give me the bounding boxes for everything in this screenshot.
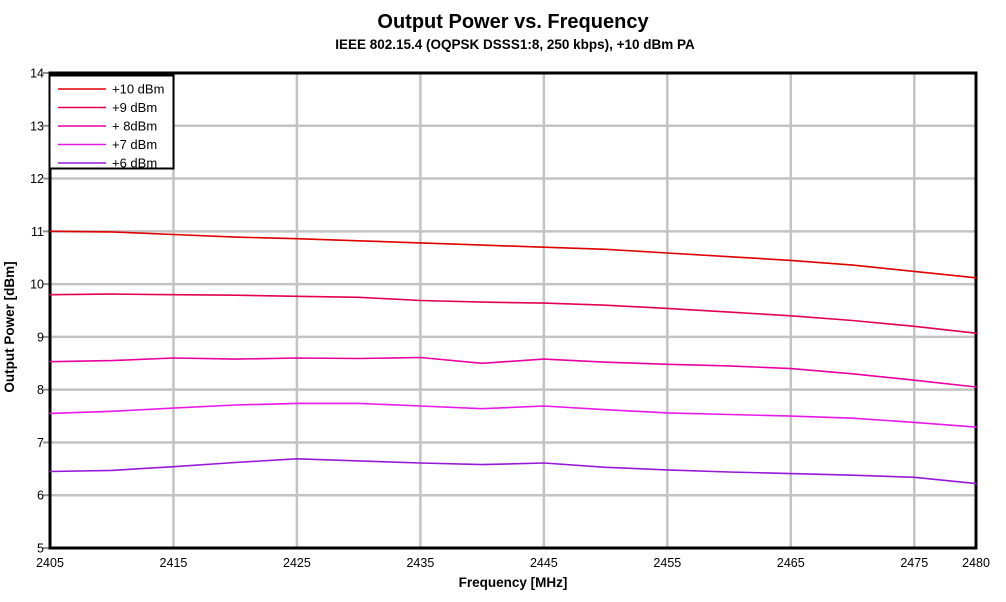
legend-box bbox=[48, 74, 175, 170]
series-line-+8dBm bbox=[49, 356, 977, 388]
legend-item: +7 dBm bbox=[58, 137, 157, 152]
series-line-+6dBm bbox=[49, 457, 977, 485]
series-line-+9dBm bbox=[49, 293, 977, 335]
legend-item: +9 dBm bbox=[58, 100, 157, 115]
legend: +10 dBm +9 dBm + 8dBm +7 dBm +6 dBm bbox=[48, 74, 175, 171]
legend-item-label: + 8dBm bbox=[112, 119, 157, 134]
x-tick-label: 2435 bbox=[406, 556, 434, 570]
plot-border bbox=[48, 71, 978, 550]
tick-labels: 5 6 7 8 9 10 11 12 13 14 2405 2415 2425 2435 2445 2455 2… bbox=[30, 67, 990, 571]
y-tick-label: 6 bbox=[37, 489, 44, 503]
x-tick-label: 2425 bbox=[283, 556, 311, 570]
y-tick-label: 12 bbox=[30, 172, 44, 186]
x-tick-label: 2475 bbox=[900, 556, 928, 570]
legend-item-label: +6 dBm bbox=[112, 156, 157, 171]
x-tick-label: 2465 bbox=[777, 556, 805, 570]
chart-title: Output Power vs. Frequency bbox=[377, 11, 649, 33]
legend-item: + 8dBm bbox=[58, 119, 157, 134]
axis-ticks bbox=[43, 72, 49, 549]
y-tick-label: 7 bbox=[37, 436, 44, 450]
legend-item: +10 dBm bbox=[58, 82, 164, 97]
y-tick-label: 9 bbox=[37, 330, 44, 344]
y-tick-label: 5 bbox=[37, 542, 44, 556]
y-tick-label: 10 bbox=[30, 278, 44, 292]
legend-item-label: +9 dBm bbox=[112, 100, 157, 115]
legend-item: +6 dBm bbox=[58, 156, 157, 171]
x-axis-title: Frequency [MHz] bbox=[459, 575, 568, 590]
series-line-+10dBm bbox=[49, 230, 977, 279]
x-tick-label: 2445 bbox=[530, 556, 558, 570]
legend-item-label: +10 dBm bbox=[112, 82, 164, 97]
series-line-+7dBm bbox=[49, 402, 977, 428]
x-tick-label: 2415 bbox=[160, 556, 188, 570]
y-tick-label: 8 bbox=[37, 383, 44, 397]
x-tick-label: 2405 bbox=[36, 556, 64, 570]
x-tick-label: 2455 bbox=[653, 556, 681, 570]
x-tick-label: 2480 bbox=[962, 556, 990, 570]
y-tick-label: 13 bbox=[30, 119, 44, 133]
y-axis-title: Output Power [dBm] bbox=[2, 261, 17, 392]
gridlines bbox=[50, 73, 976, 548]
plot-area-border bbox=[48, 71, 978, 550]
legend-item-label: +7 dBm bbox=[112, 137, 157, 152]
chart-subtitle: IEEE 802.15.4 (OQPSK DSSS1:8, 250 kbps),… bbox=[335, 37, 695, 52]
y-tick-label: 11 bbox=[31, 225, 44, 239]
y-tick-label: 14 bbox=[30, 67, 44, 81]
data-series bbox=[49, 230, 977, 485]
